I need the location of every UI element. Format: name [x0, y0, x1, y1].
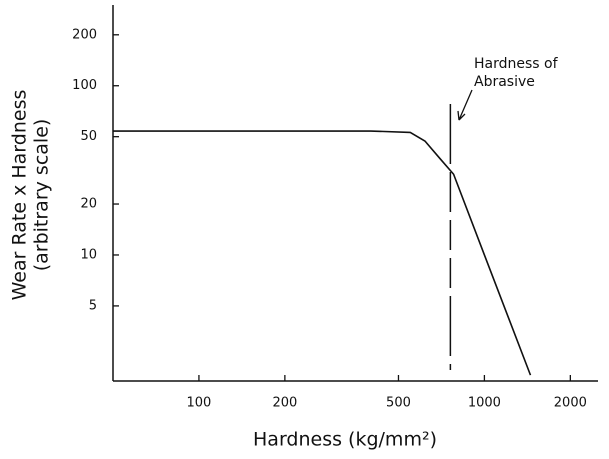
annotation: Hardness of [474, 56, 559, 72]
y-tick-label: 100 [72, 78, 97, 93]
y-tick-label: 5 [89, 298, 97, 313]
annotation: Abrasive [474, 74, 535, 90]
x-axis-label: Hardness (kg/mm²) [253, 429, 437, 451]
y-tick-label: 50 [80, 129, 97, 144]
x-tick-label: 100 [187, 396, 212, 411]
x-tick-label: 1000 [468, 396, 501, 411]
y-axis-label: (arbitrary scale) [31, 119, 53, 272]
y-axis-label: Wear Rate x Hardness [9, 90, 31, 301]
data-line [113, 130, 532, 376]
x-tick-label: 500 [386, 396, 411, 411]
x-tick-label: 200 [272, 396, 297, 411]
y-tick-label: 200 [72, 27, 97, 42]
x-tick-label: 2000 [554, 396, 587, 411]
y-tick-label: 20 [80, 197, 97, 212]
y-tick-label: 10 [80, 247, 97, 262]
annotation-arrow [457, 89, 473, 121]
